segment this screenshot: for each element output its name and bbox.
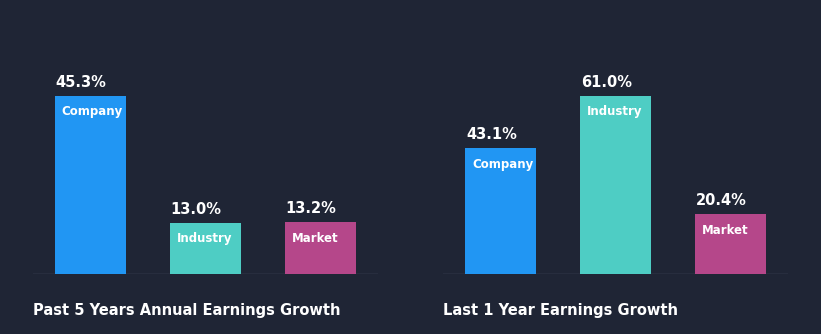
Text: Last 1 Year Earnings Growth: Last 1 Year Earnings Growth (443, 303, 678, 318)
Bar (695, 214, 766, 274)
Bar (580, 96, 651, 274)
Text: Company: Company (62, 105, 123, 118)
Text: 20.4%: 20.4% (696, 193, 747, 208)
Text: 61.0%: 61.0% (581, 75, 632, 90)
Bar (55, 96, 126, 274)
Bar (466, 148, 536, 274)
Text: Market: Market (291, 231, 338, 244)
Text: 45.3%: 45.3% (56, 75, 107, 90)
Text: Industry: Industry (177, 232, 232, 245)
Bar (285, 222, 355, 274)
Text: Market: Market (702, 224, 749, 237)
Text: 13.0%: 13.0% (171, 202, 222, 217)
Text: Industry: Industry (587, 105, 643, 118)
Text: 43.1%: 43.1% (466, 127, 517, 142)
Text: Past 5 Years Annual Earnings Growth: Past 5 Years Annual Earnings Growth (33, 303, 341, 318)
Bar (170, 223, 241, 274)
Text: 13.2%: 13.2% (286, 201, 337, 216)
Text: Company: Company (472, 158, 534, 171)
